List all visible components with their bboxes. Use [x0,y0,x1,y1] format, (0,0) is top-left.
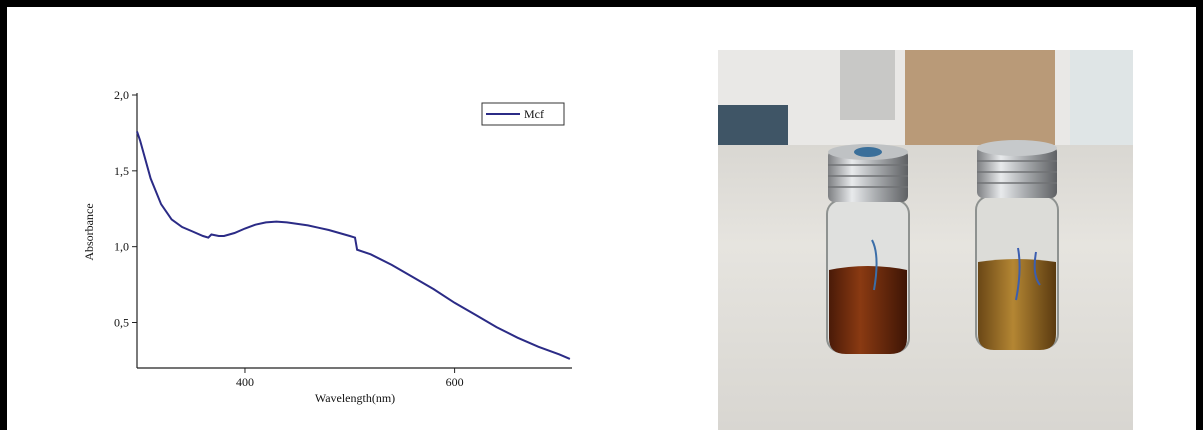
x-axis-label: Wavelength(nm) [315,391,395,405]
photo [718,50,1133,430]
data-line [136,131,571,360]
legend-box [481,102,565,126]
y-tick-label: 2,0 [114,88,129,102]
legend-label: Mcf [524,107,544,121]
y-tick-label: 1,5 [114,164,129,178]
x-tick-label: 600 [446,375,464,389]
y-tick-label: 1,0 [114,240,129,254]
y-axis-label: Absorbance [82,203,96,260]
y-tick-label: 0,5 [114,316,129,330]
x-tick-label: 400 [236,375,254,389]
